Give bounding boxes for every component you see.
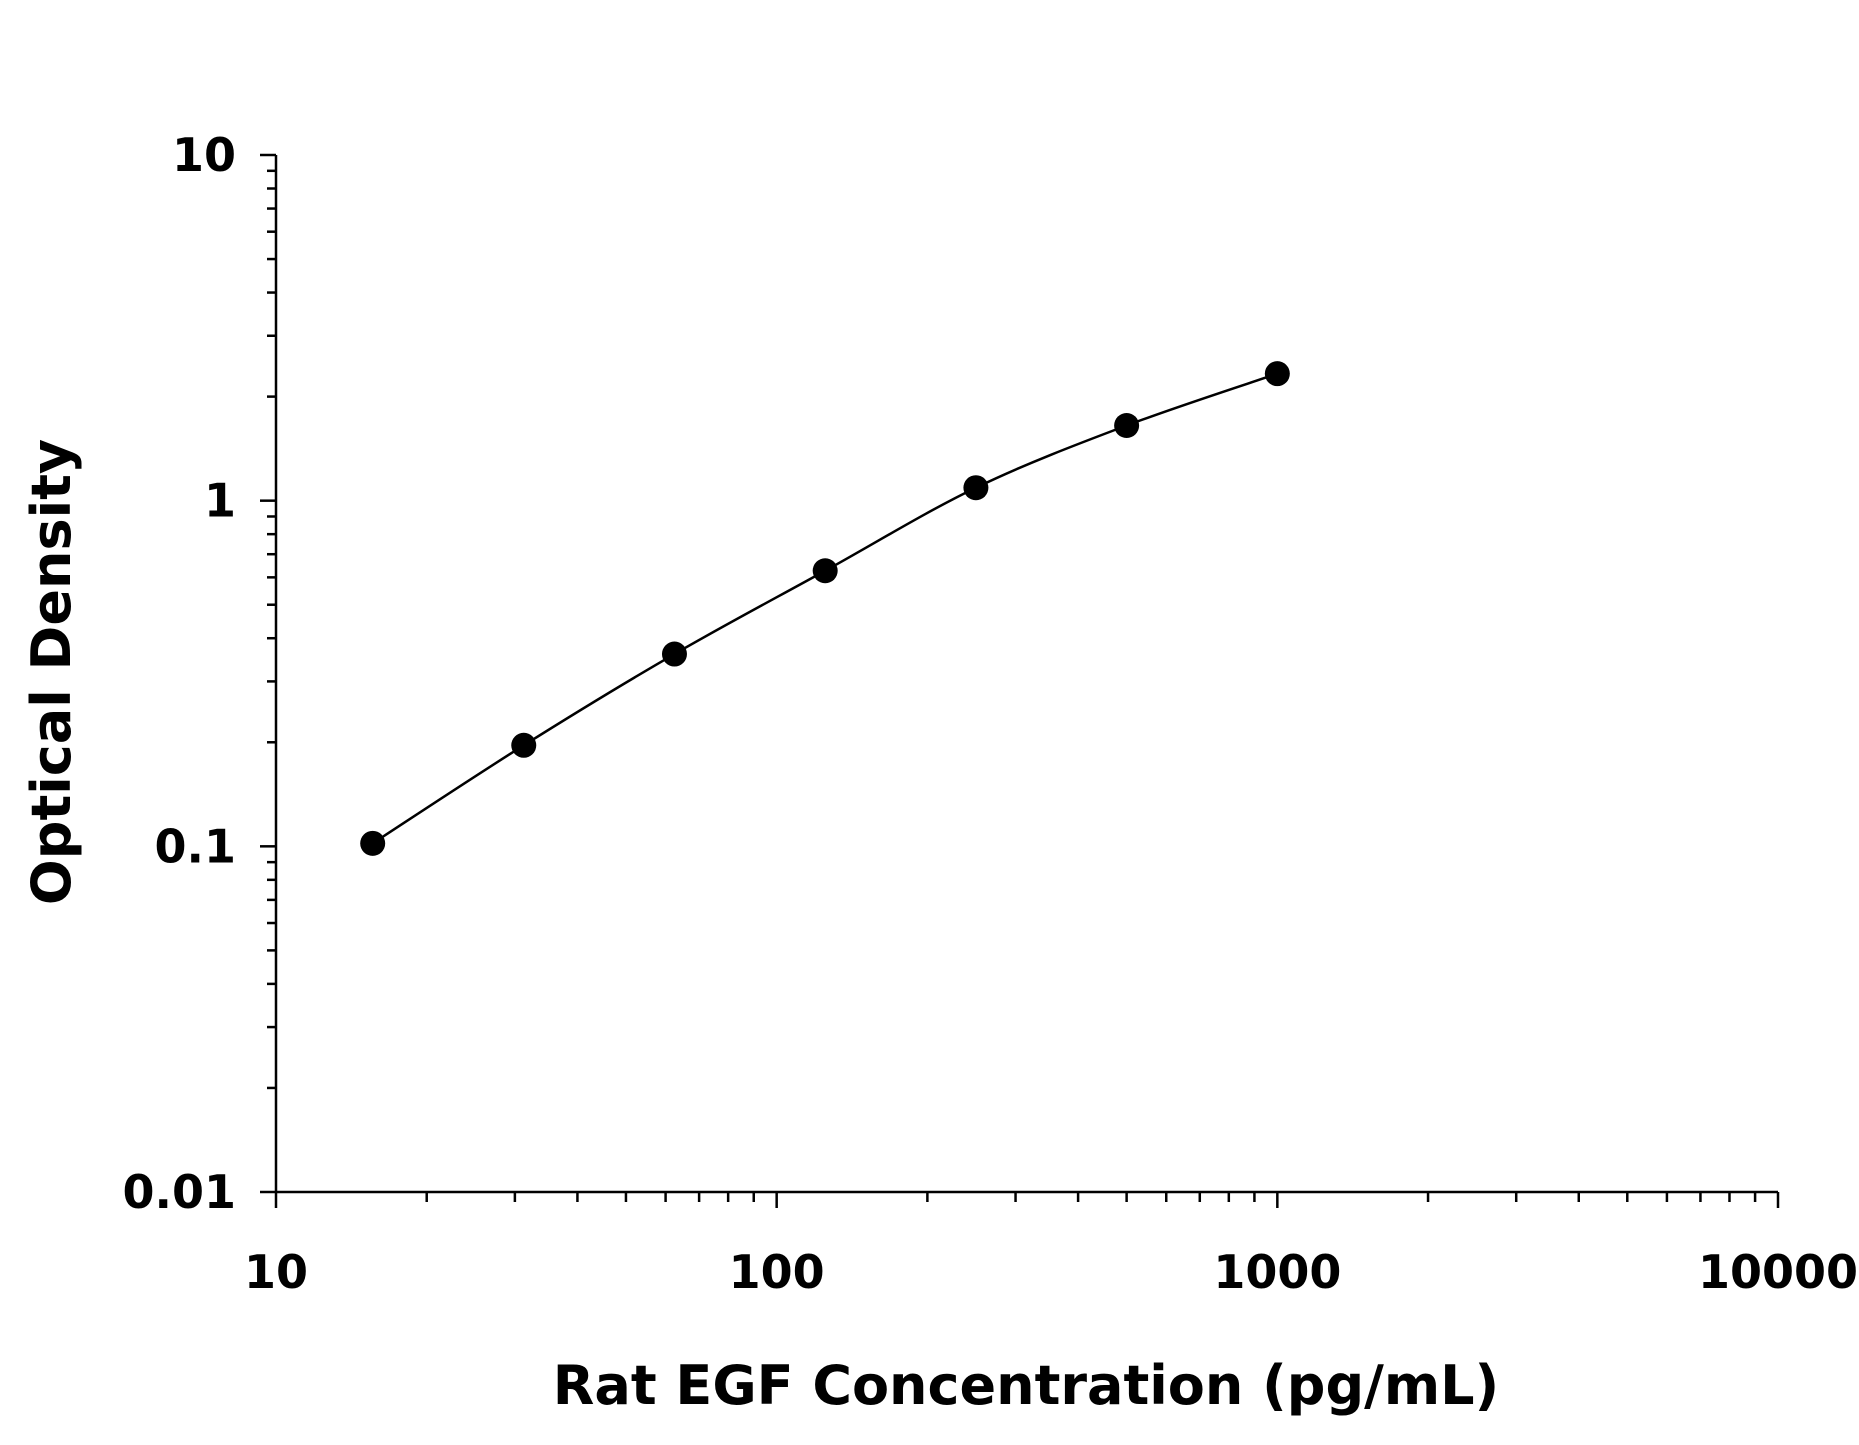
y-tick-label: 10	[172, 128, 236, 182]
data-point	[360, 830, 386, 856]
y-tick-label: 0.1	[155, 819, 237, 873]
y-tick-label: 1	[204, 474, 236, 528]
x-tick-label: 10	[244, 1245, 308, 1299]
x-axis-label: Rat EGF Concentration (pg/mL)	[553, 1354, 1499, 1417]
x-tick-label: 10000	[1698, 1245, 1858, 1299]
data-point	[661, 641, 687, 667]
x-tick-label: 100	[729, 1245, 825, 1299]
data-point	[1264, 361, 1290, 387]
data-point	[963, 475, 989, 501]
fit-curve	[372, 372, 1278, 845]
data-point	[812, 558, 838, 584]
data-point	[511, 732, 537, 758]
x-tick-label: 1000	[1213, 1245, 1341, 1299]
data-point	[1114, 412, 1140, 438]
y-tick-label: 0.01	[123, 1165, 237, 1219]
y-axis-label: Optical Density	[20, 439, 83, 905]
